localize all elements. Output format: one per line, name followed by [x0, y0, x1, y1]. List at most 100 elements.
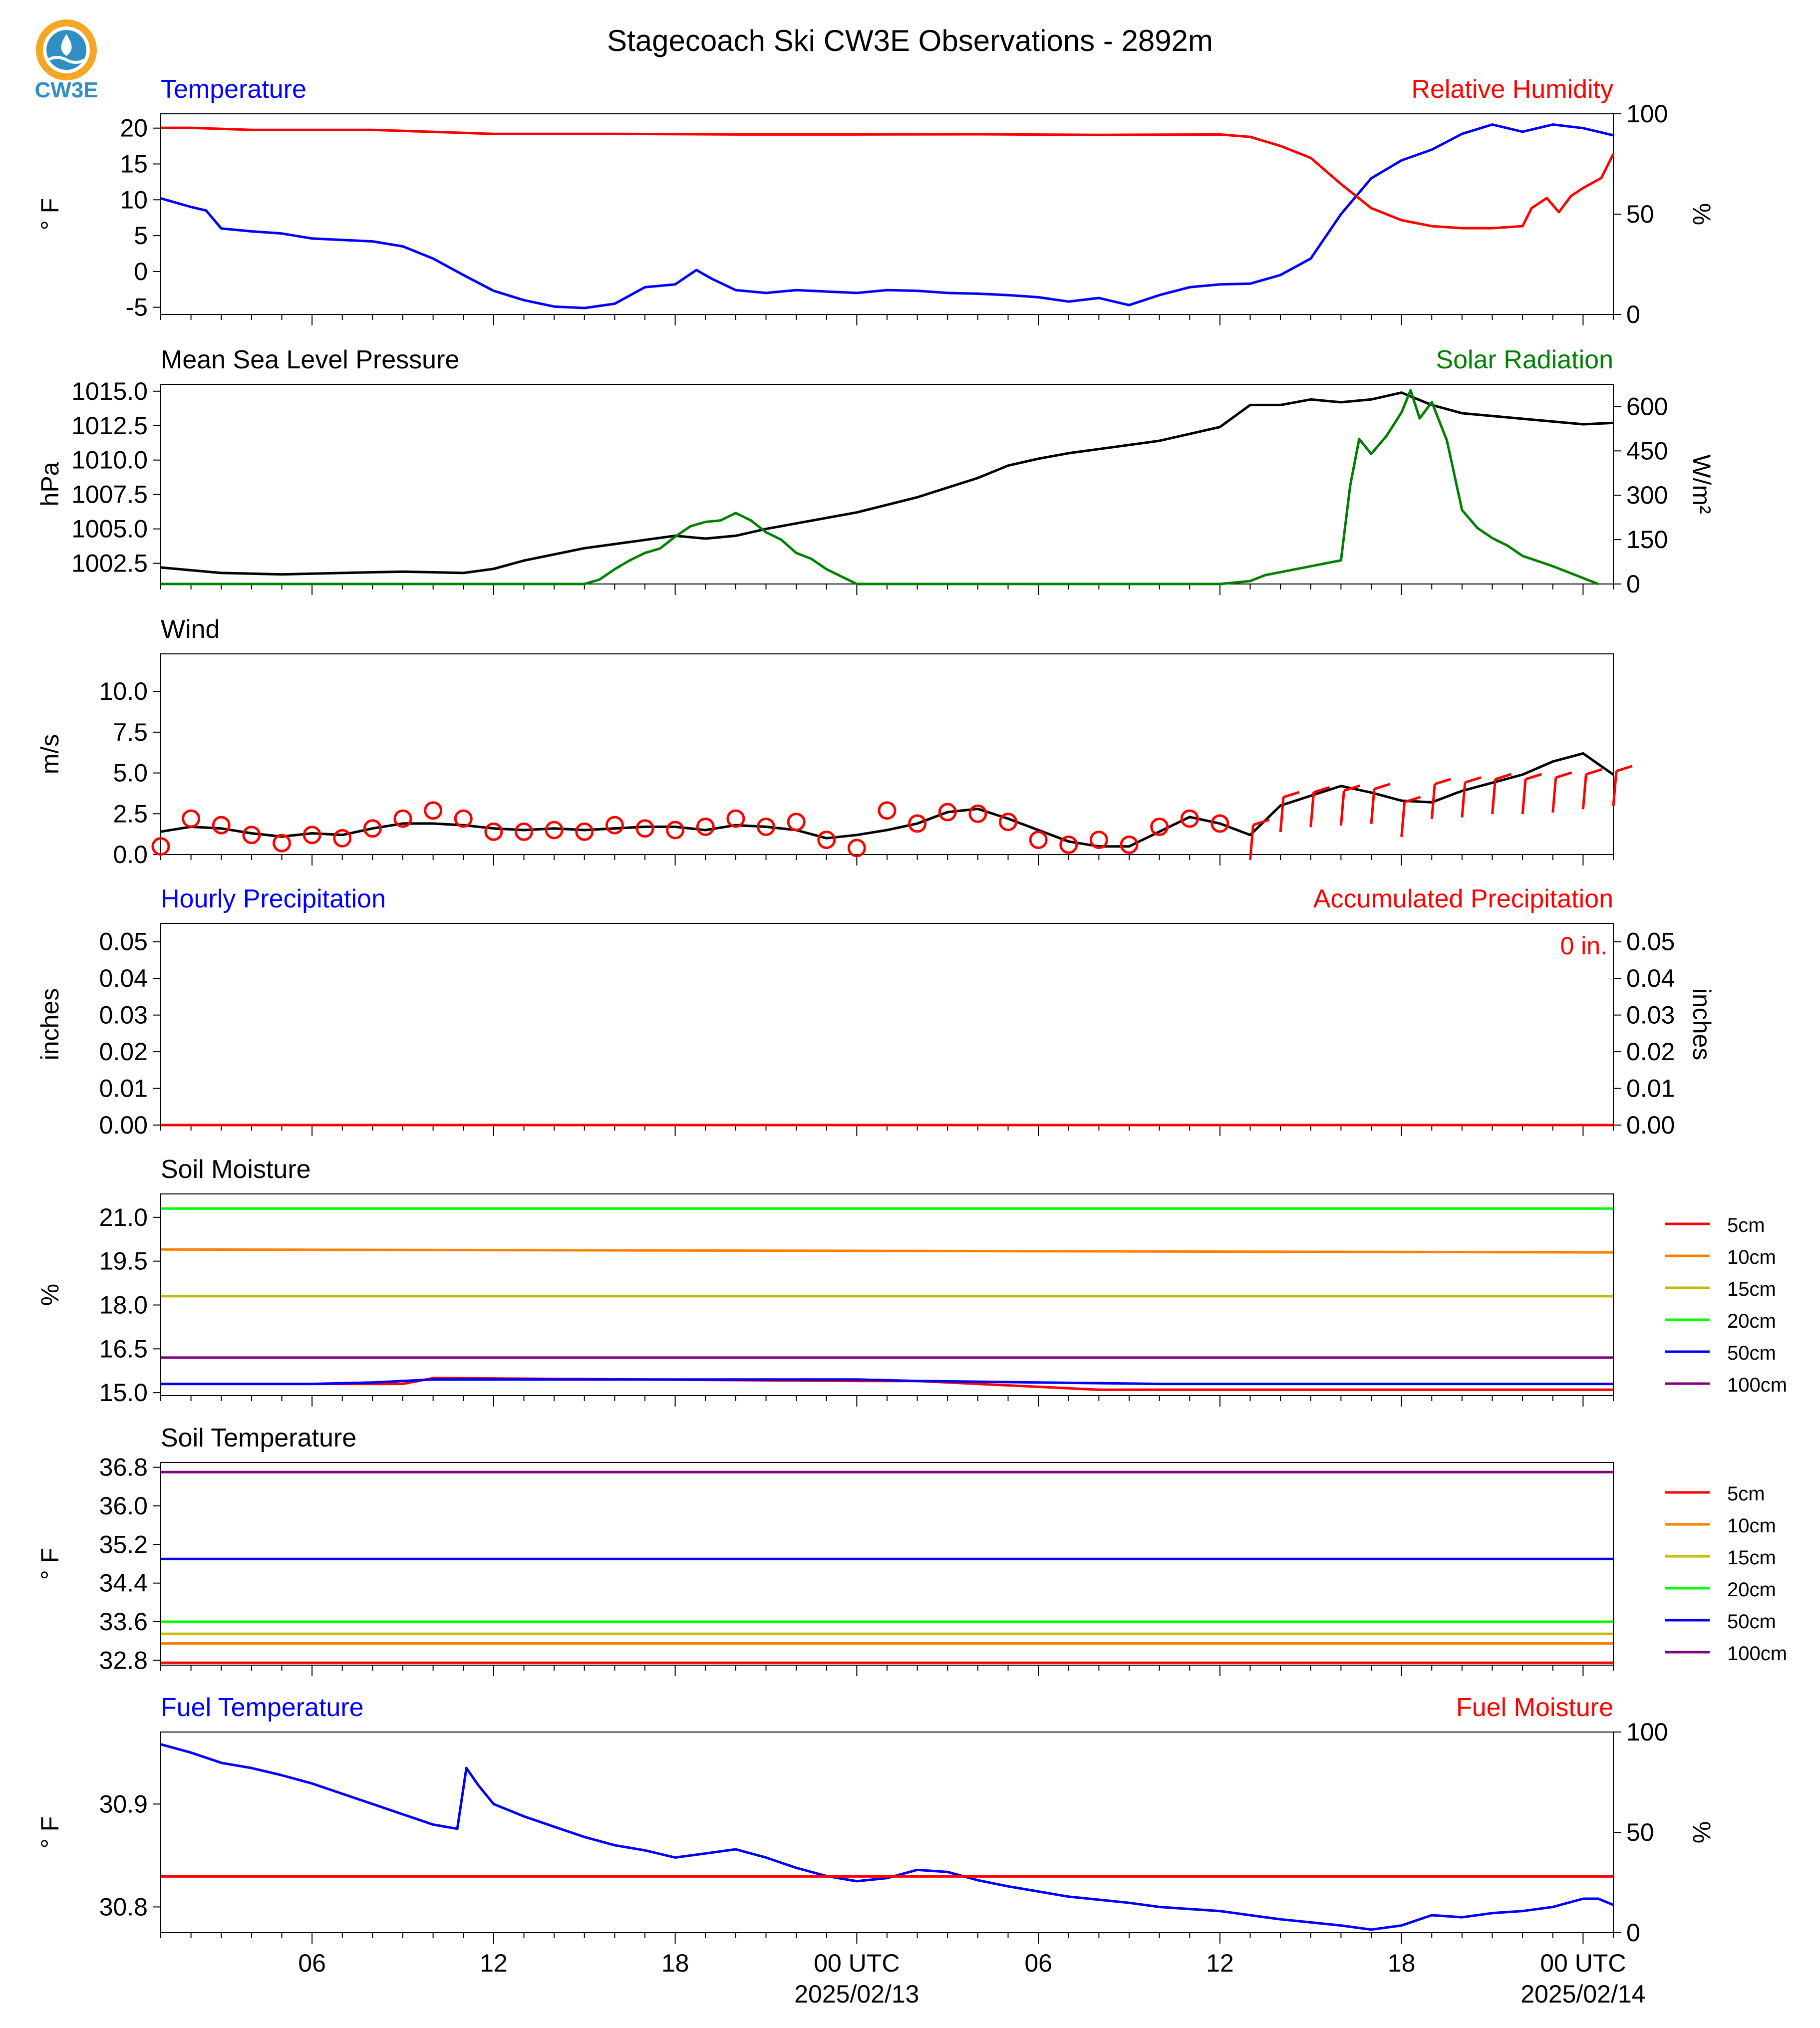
y-tick-label-right: 0.04 [1626, 964, 1675, 992]
y-tick-label: 19.5 [99, 1247, 148, 1275]
wind-calm-marker [1211, 814, 1229, 833]
x-tick-label: 12 [480, 1949, 508, 1977]
wind-calm-marker [1120, 835, 1139, 854]
panel-title-right: Fuel Moisture [1456, 1693, 1613, 1722]
y-tick-label: 34.4 [99, 1569, 148, 1597]
wind-calm-marker [575, 822, 594, 841]
y-tick-label-right: 50 [1626, 1818, 1654, 1846]
y-tick-label-right: 0.01 [1626, 1075, 1675, 1103]
y-tick-label: 21.0 [99, 1203, 148, 1231]
y-tick-label: 30.9 [99, 1790, 148, 1818]
y-tick-label: 20 [120, 114, 148, 142]
y-tick-label: 10.0 [99, 677, 148, 705]
panel-soil-temperature: Soil Temperature 36.8 36.0 35.2 34.4 33.6 32.8… [36, 1424, 1787, 1676]
legend-label: 10cm [1727, 1246, 1776, 1268]
wind-calm-marker [787, 813, 806, 832]
y-tick-label: 1002.5 [71, 550, 148, 578]
y-tick-label-right: 0.03 [1626, 1001, 1675, 1029]
wind-calm-marker [635, 819, 654, 838]
wind-barb [1339, 784, 1361, 826]
wind-barb [1309, 786, 1330, 828]
wind-calm-marker [938, 803, 957, 822]
y-tick-label: 0.03 [99, 1001, 148, 1029]
y-tick-label: 15 [120, 150, 148, 178]
x-date-label: 2025/02/14 [1520, 1980, 1645, 2008]
y-tick-label: 7.5 [113, 718, 148, 746]
wind-calm-marker [817, 831, 836, 850]
wind-calm-marker [273, 834, 291, 853]
panel-title-left: Fuel Temperature [161, 1693, 364, 1722]
y-tick-label: 32.8 [99, 1646, 148, 1674]
y-axis-label: hPa [36, 462, 64, 506]
wind-barb [1249, 819, 1270, 860]
y-tick-label: 30.8 [99, 1893, 148, 1921]
y-tick-label: 5 [134, 222, 148, 250]
panel-wind: Wind 10.0 7.5 5.0 2.5 0.0 m/s [36, 615, 1633, 869]
x-date-label: 2025/02/13 [794, 1980, 919, 2008]
series-line-50cm [161, 1378, 1613, 1386]
wind-calm-marker [242, 826, 261, 845]
wind-barb [1279, 791, 1300, 833]
wind-calm-marker [878, 801, 897, 820]
plot-frame [160, 1193, 1614, 1396]
wind-calm-marker [182, 809, 201, 828]
wind-calm-marker [908, 814, 927, 833]
legend: 5cm 10cm 15cm 20cm 50cm 100cm [1665, 1483, 1787, 1665]
wind-calm-marker [1059, 835, 1078, 854]
wind-calm-marker [484, 822, 503, 841]
y-axis-label: ° F [36, 1816, 64, 1848]
y-tick-label: 1012.5 [71, 412, 148, 440]
y-tick-label-right: 150 [1626, 526, 1668, 554]
time-axis: 06 12 18 00 UTC 06 12 18 00 UTC 2025/02/13 2025/0… [298, 1949, 1645, 2008]
wind-calm-marker [999, 813, 1017, 832]
y-tick-label: 15.0 [99, 1379, 148, 1407]
y-tick-label-right: 50 [1626, 200, 1654, 228]
wind-barb [1612, 765, 1633, 806]
wind-calm-marker [454, 809, 473, 828]
wind-barb [1551, 771, 1572, 813]
y-tick-label: 35.2 [99, 1530, 148, 1558]
series-line [161, 126, 1615, 230]
plot-frame [160, 384, 1614, 584]
series-line [161, 389, 1599, 585]
legend-label: 15cm [1727, 1547, 1776, 1569]
plot-frame [160, 923, 1614, 1126]
panel-title-right: Accumulated Precipitation [1313, 884, 1613, 913]
legend: 5cm 10cm 15cm 20cm 50cm 100cm [1665, 1214, 1787, 1396]
y-tick-label-right: 0.00 [1626, 1111, 1675, 1139]
wind-barb [1400, 796, 1421, 838]
wind-barb [1491, 773, 1512, 815]
wind-calm-marker [363, 819, 382, 838]
y-axis-label-right: % [1688, 1821, 1716, 1843]
y-tick-label: 36.0 [99, 1492, 148, 1520]
legend-label: 5cm [1727, 1483, 1765, 1505]
y-tick-label: 10 [120, 186, 148, 214]
wind-calm-marker [757, 817, 775, 836]
y-tick-label-right: 300 [1626, 481, 1668, 509]
y-tick-label-right: 600 [1626, 392, 1668, 420]
panel-title-left: Soil Moisture [161, 1155, 311, 1184]
panel-title-right: Solar Radiation [1436, 345, 1613, 374]
panel-title-left: Soil Temperature [161, 1424, 356, 1452]
cw3e-logo-icon [36, 19, 97, 80]
wind-calm-marker [515, 822, 533, 841]
panel-hourly-precipitation: Hourly Precipitation Accumulated Precipit… [36, 884, 1716, 1139]
wind-calm-marker [212, 816, 231, 835]
series-line [160, 752, 1614, 848]
x-tick-label: 00 UTC [814, 1949, 900, 1977]
wind-calm-marker [605, 816, 624, 835]
legend-label: 15cm [1727, 1278, 1776, 1300]
y-tick-label-right: 0.05 [1626, 928, 1675, 956]
y-tick-label: 1007.5 [71, 481, 148, 509]
wind-calm-marker [393, 809, 412, 828]
y-tick-label: 18.0 [99, 1291, 148, 1319]
wind-calm-marker [1180, 809, 1199, 828]
wind-calm-marker [968, 804, 987, 823]
panel-mean-sea-level-pressure: Mean Sea Level Pressure Solar Radiation 10… [36, 345, 1716, 598]
x-tick-label: 06 [1024, 1949, 1052, 1977]
y-tick-label: 0.02 [99, 1038, 148, 1066]
x-tick-label: 18 [661, 1949, 689, 1977]
y-tick-label-right: 0.02 [1626, 1038, 1675, 1066]
series-line [160, 391, 1614, 576]
